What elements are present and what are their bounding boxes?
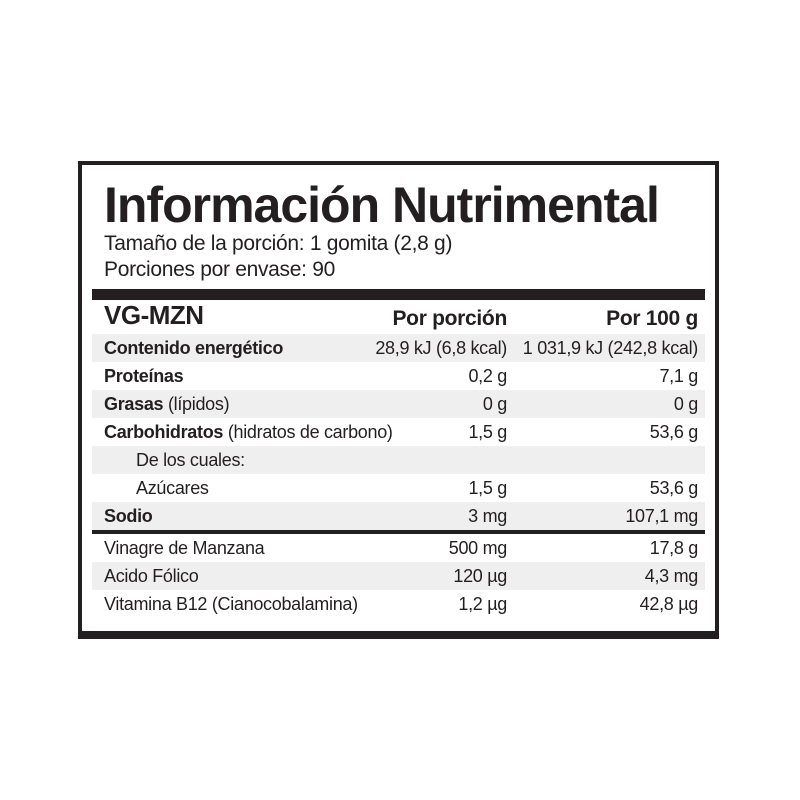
per-100g-value: 53,6 g [649,477,699,498]
per-100g-value: 0 g [673,393,698,414]
per-serving-value: 0 g [482,393,507,414]
serving-size-line: Tamaño de la porción: 1 gomita (2,8 g) [104,232,453,255]
table-row: Vitamina B12 (Cianocobalamina) 1,2 µg 42… [92,590,705,618]
table-row: Vinagre de Manzana 500 mg 17,8 g [92,534,705,562]
row-label: Carbohidratos (hidratos de carbono) [104,421,393,442]
nutrition-rows: Contenido energético 28,9 kJ (6,8 kcal) … [92,334,705,618]
servings-per-container-line: Porciones por envase: 90 [104,258,335,281]
per-serving-value: 0,2 g [468,365,507,386]
per-serving-value: 1,5 g [468,477,507,498]
row-label: Vitamina B12 (Cianocobalamina) [104,593,358,614]
per-100g-value: 7,1 g [659,365,698,386]
column-header-per-100g: Por 100 g [606,307,698,330]
per-serving-value: 1,5 g [468,421,507,442]
row-label: Azúcares [136,477,209,498]
column-header-per-serving: Por porción [392,307,507,330]
per-serving-value: 1,2 µg [458,593,507,614]
per-100g-value: 107,1 mg [625,505,698,526]
per-100g-value: 42,8 µg [639,593,699,614]
per-serving-value: 28,9 kJ (6,8 kcal) [375,337,507,358]
table-row: Azúcares 1,5 g 53,6 g [92,474,705,502]
title-table-divider-bar [92,289,705,300]
sodium-section-divider [92,530,705,534]
per-serving-value: 120 µg [453,565,507,586]
table-row: De los cuales: [92,446,705,474]
row-label: Contenido energético [104,337,284,358]
per-100g-value: 53,6 g [649,421,699,442]
per-100g-value: 1 031,9 kJ (242,8 kcal) [522,337,699,358]
table-header-row: VG-MZN Por porción Por 100 g [92,300,705,334]
table-row: Grasas (lípidos) 0 g 0 g [92,390,705,418]
table-row: Carbohidratos (hidratos de carbono) 1,5 … [92,418,705,446]
per-serving-value: 3 mg [468,505,507,526]
per-serving-value: 500 mg [448,537,508,558]
row-label: Sodio [104,505,153,526]
table-row: Proteínas 0,2 g 7,1 g [92,362,705,390]
row-label: Grasas (lípidos) [104,393,230,414]
table-row: Contenido energético 28,9 kJ (6,8 kcal) … [92,334,705,362]
row-label: Vinagre de Manzana [104,537,265,558]
per-100g-value: 17,8 g [649,537,699,558]
table-row: Sodio 3 mg 107,1 mg [92,502,705,530]
product-code: VG-MZN [104,300,204,330]
per-100g-value: 4,3 mg [644,565,699,586]
nutrition-label-panel: Información Nutrimental Tamaño de la por… [78,161,719,639]
row-label: Acido Fólico [104,565,199,586]
row-label: Proteínas [104,365,184,386]
label-title: Información Nutrimental [104,177,660,233]
row-label: De los cuales: [136,449,245,470]
table-row: Acido Fólico 120 µg 4,3 mg [92,562,705,590]
